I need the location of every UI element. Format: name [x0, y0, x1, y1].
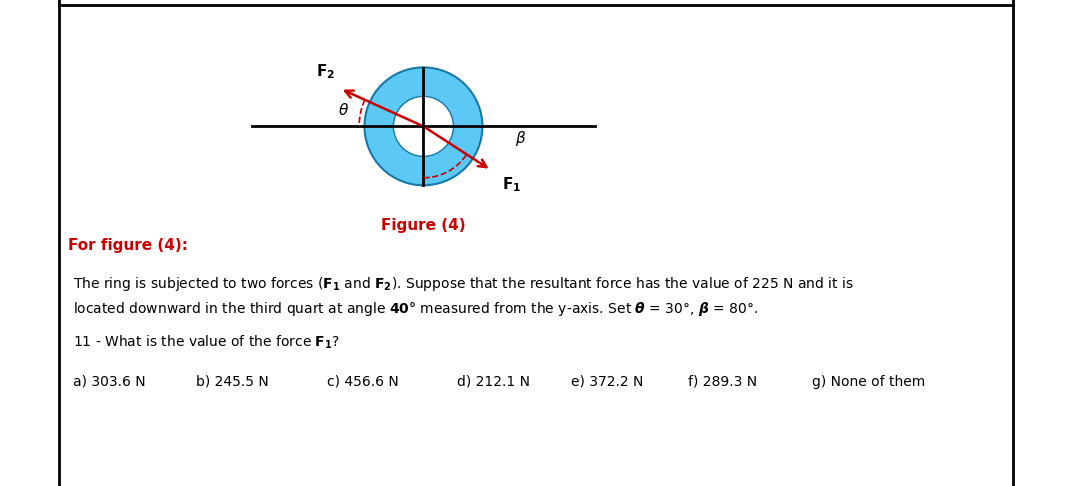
Text: $\mathbf{F_1}$: $\mathbf{F_1}$ [502, 175, 521, 194]
Text: b) 245.5 N: b) 245.5 N [196, 375, 269, 388]
Text: e) 372.2 N: e) 372.2 N [571, 375, 644, 388]
Text: g) None of them: g) None of them [812, 375, 925, 388]
Text: $\mathbf{F_2}$: $\mathbf{F_2}$ [315, 63, 334, 81]
Text: The ring is subjected to two forces ($\mathbf{F_1}$ and $\mathbf{F_2}$). Suppose: The ring is subjected to two forces ($\m… [73, 275, 853, 294]
Text: 11 - What is the value of the force $\mathbf{F_1}$?: 11 - What is the value of the force $\ma… [73, 334, 340, 351]
Text: c) 456.6 N: c) 456.6 N [327, 375, 399, 388]
Ellipse shape [393, 96, 453, 156]
Text: $\beta$: $\beta$ [515, 129, 526, 148]
Text: a) 303.6 N: a) 303.6 N [73, 375, 146, 388]
Text: f) 289.3 N: f) 289.3 N [688, 375, 757, 388]
Text: located downward in the third quart at angle $\mathbf{40°}$ measured from the y-: located downward in the third quart at a… [73, 299, 758, 318]
Text: d) 212.1 N: d) 212.1 N [457, 375, 530, 388]
Text: For figure (4):: For figure (4): [68, 238, 188, 253]
Ellipse shape [364, 68, 482, 185]
Text: Figure (4): Figure (4) [382, 219, 465, 233]
Text: $\theta$: $\theta$ [338, 102, 348, 118]
